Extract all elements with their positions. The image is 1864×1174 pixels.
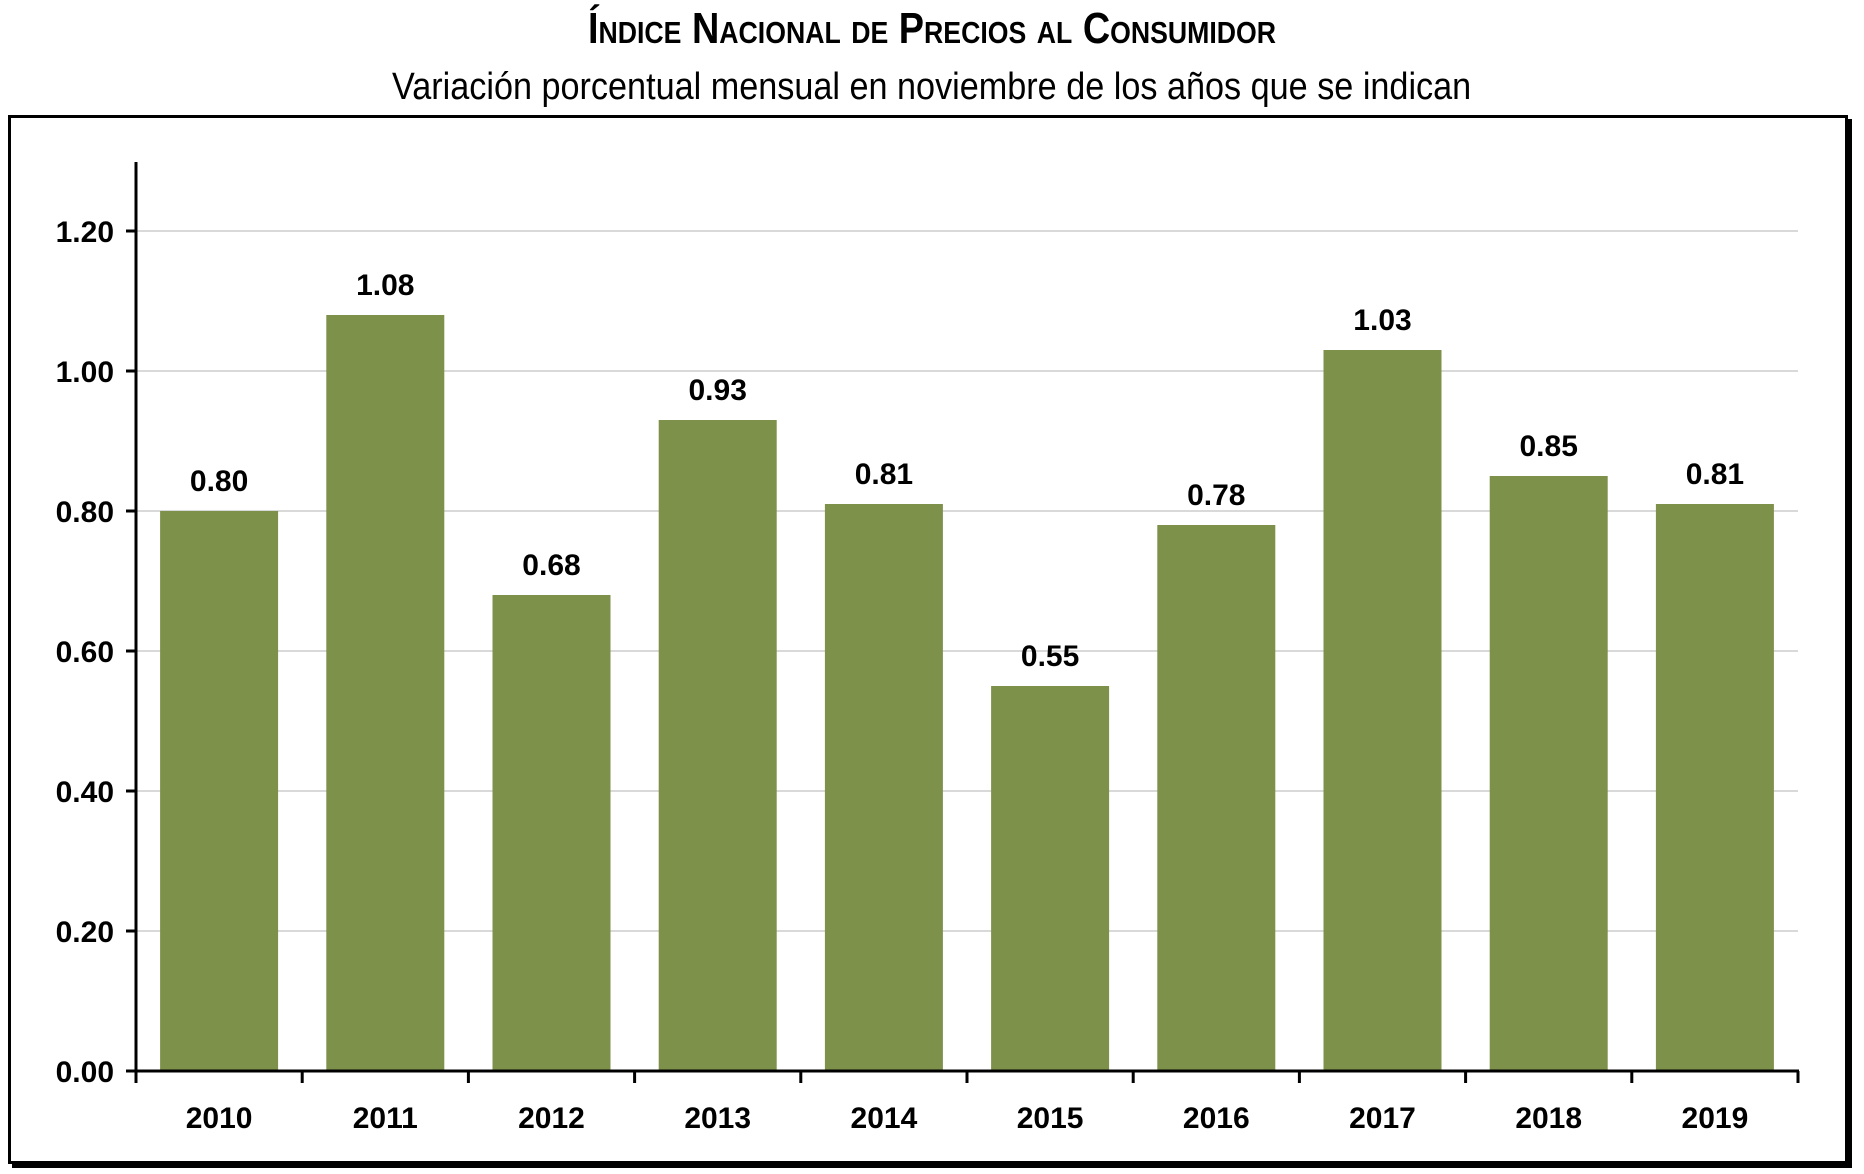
- x-tick-label: 2012: [518, 1102, 585, 1135]
- data-label: 1.08: [356, 269, 414, 302]
- chart-subtitle-text: Variación porcentual mensual en noviembr…: [392, 66, 1472, 108]
- chart-title-text: Índice Nacional de Precios al Consumidor: [587, 4, 1277, 53]
- bar-2015: [991, 686, 1110, 1071]
- bar-2010: [160, 511, 279, 1071]
- data-label: 0.55: [1021, 640, 1079, 673]
- x-tick-label: 2015: [1017, 1102, 1084, 1135]
- data-label: 0.81: [1686, 458, 1744, 491]
- x-tick-label: 2018: [1515, 1102, 1582, 1135]
- x-tick-label: 2013: [684, 1102, 751, 1135]
- axes: [126, 162, 1800, 1083]
- y-tick-label: 1.20: [56, 216, 114, 249]
- data-label: 1.03: [1353, 304, 1411, 337]
- bar-2017: [1323, 350, 1442, 1071]
- labels: 0.00 0.20 0.40 0.60 0.80 1.00 1.20 0.80 2010 1.08…: [56, 216, 1749, 1135]
- data-label: 0.78: [1187, 479, 1245, 512]
- y-tick-label: 0.40: [56, 776, 114, 809]
- y-tick-label: 0.00: [56, 1056, 114, 1089]
- bar-2016: [1157, 525, 1276, 1071]
- chart-subtitle: Variación porcentual mensual en noviembr…: [0, 66, 1864, 109]
- bars: [160, 315, 1774, 1071]
- bar-2019: [1655, 504, 1774, 1071]
- y-tick-label: 0.60: [56, 636, 114, 669]
- data-label: 0.80: [190, 465, 248, 498]
- y-tick-label: 0.80: [56, 496, 114, 529]
- x-tick-label: 2017: [1349, 1102, 1416, 1135]
- y-tick-label: 1.00: [56, 356, 114, 389]
- data-label: 0.93: [689, 374, 747, 407]
- x-tick-label: 2010: [186, 1102, 253, 1135]
- x-tick-label: 2016: [1183, 1102, 1250, 1135]
- chart-title: Índice Nacional de Precios al Consumidor: [0, 4, 1864, 54]
- data-label: 0.68: [522, 549, 580, 582]
- bar-2013: [658, 420, 777, 1071]
- y-tick-label: 0.20: [56, 916, 114, 949]
- bar-2011: [326, 315, 445, 1071]
- data-label: 0.85: [1520, 430, 1578, 463]
- x-tick-label: 2019: [1682, 1102, 1749, 1135]
- bar-2014: [824, 504, 943, 1071]
- x-tick-label: 2011: [353, 1102, 418, 1135]
- x-tick-label: 2014: [851, 1102, 918, 1135]
- bar-2012: [492, 595, 611, 1071]
- data-label: 0.81: [855, 458, 913, 491]
- bar-2018: [1489, 476, 1608, 1071]
